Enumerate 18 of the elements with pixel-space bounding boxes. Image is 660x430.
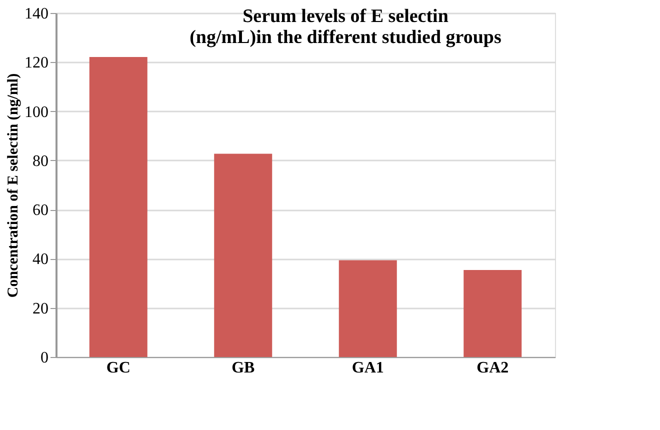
bar xyxy=(464,270,522,357)
y-tick-label: 120 xyxy=(24,54,48,72)
y-tick-label: 40 xyxy=(32,251,48,268)
y-tick-label: 140 xyxy=(24,6,48,22)
bar xyxy=(89,56,148,357)
x-tick-label: GC xyxy=(106,360,130,376)
y-tick-label: 60 xyxy=(32,202,48,220)
y-axis-title: Concentration of E selectin (ng/ml) xyxy=(6,73,22,298)
chart-title: Serum levels of E selectin (ng/mL)in the different studied groups xyxy=(190,6,502,48)
x-tick-label: GA2 xyxy=(476,360,509,376)
bar xyxy=(338,260,397,357)
bar xyxy=(214,154,272,357)
x-tick-label: GA1 xyxy=(352,360,384,376)
y-tick-label: 20 xyxy=(32,300,48,318)
y-tick-label: 0 xyxy=(40,350,48,366)
y-tick-label: 100 xyxy=(24,104,48,121)
y-tick-label: 80 xyxy=(32,152,48,170)
x-tick-label: GB xyxy=(232,360,256,376)
